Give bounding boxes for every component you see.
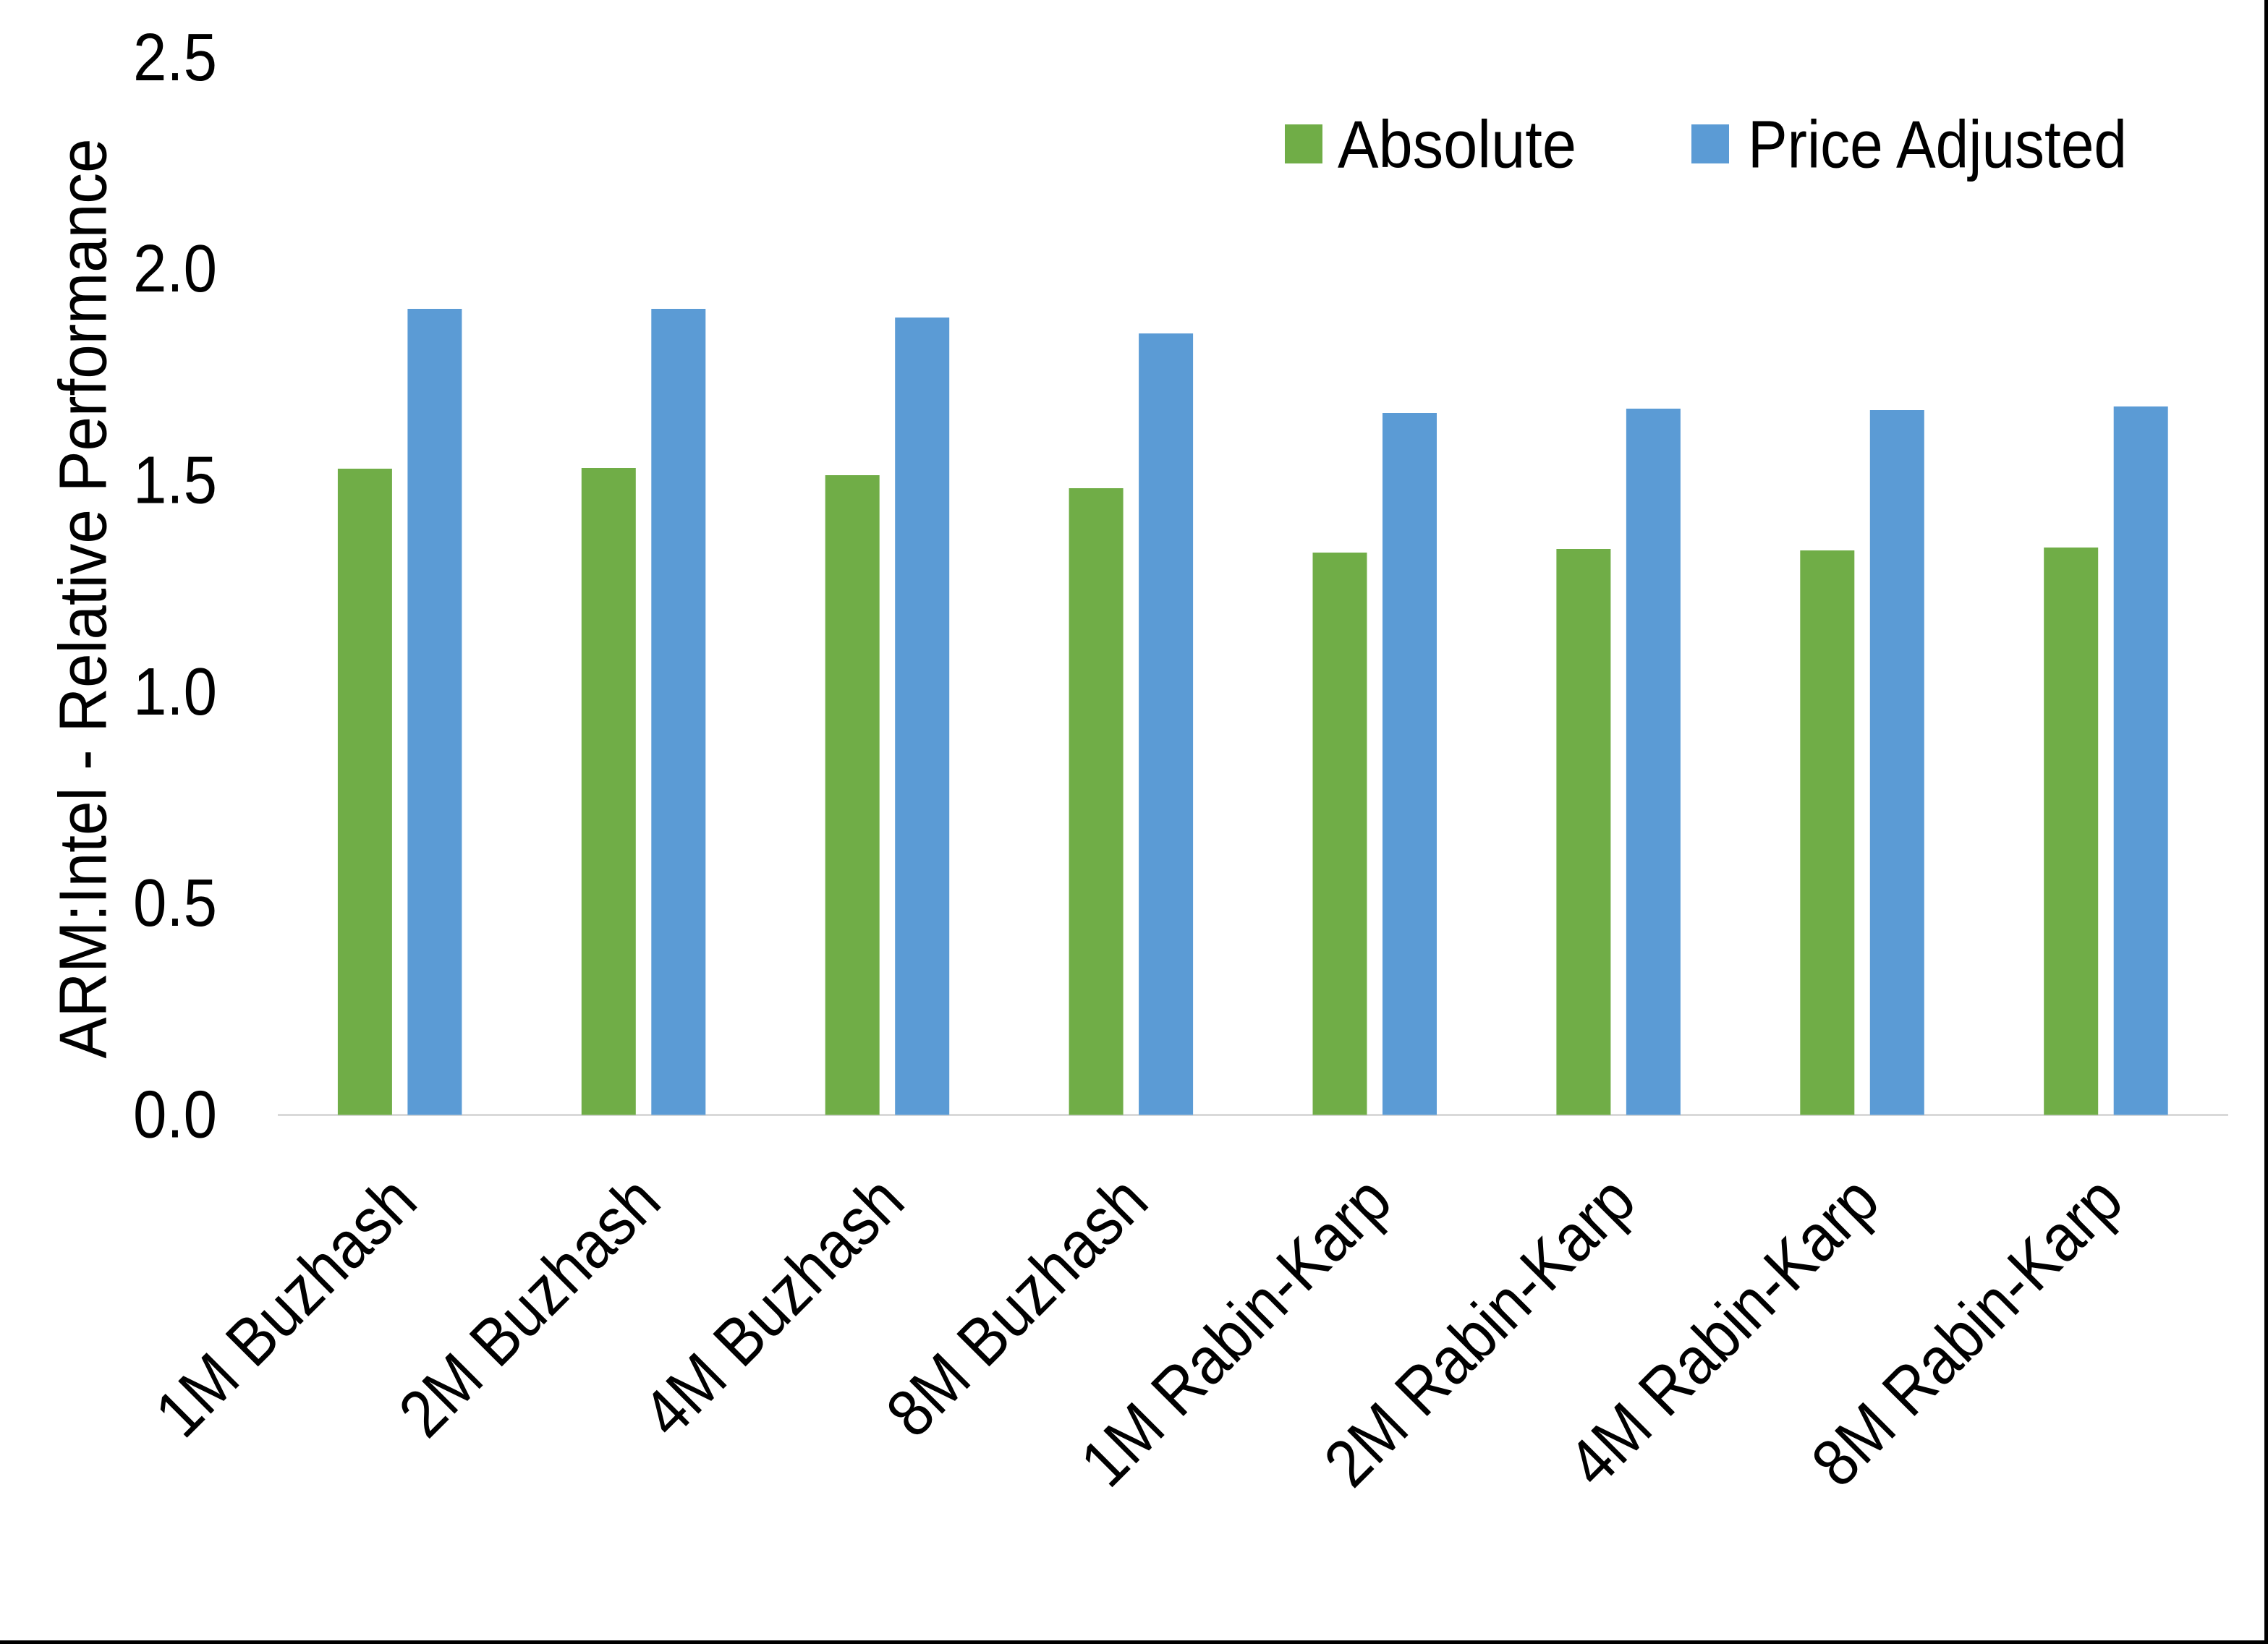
svg-text:0.5: 0.5 bbox=[133, 865, 217, 940]
svg-text:Absolute: Absolute bbox=[1338, 107, 1576, 182]
svg-text:ARM:Intel - Relative Performan: ARM:Intel - Relative Performance bbox=[46, 139, 121, 1059]
svg-text:0.0: 0.0 bbox=[133, 1076, 217, 1151]
svg-text:1.5: 1.5 bbox=[133, 443, 217, 518]
svg-text:1.0: 1.0 bbox=[133, 654, 217, 729]
svg-text:Price Adjusted: Price Adjusted bbox=[1748, 107, 2127, 182]
svg-text:2.0: 2.0 bbox=[133, 231, 217, 306]
svg-text:2.5: 2.5 bbox=[133, 20, 217, 95]
